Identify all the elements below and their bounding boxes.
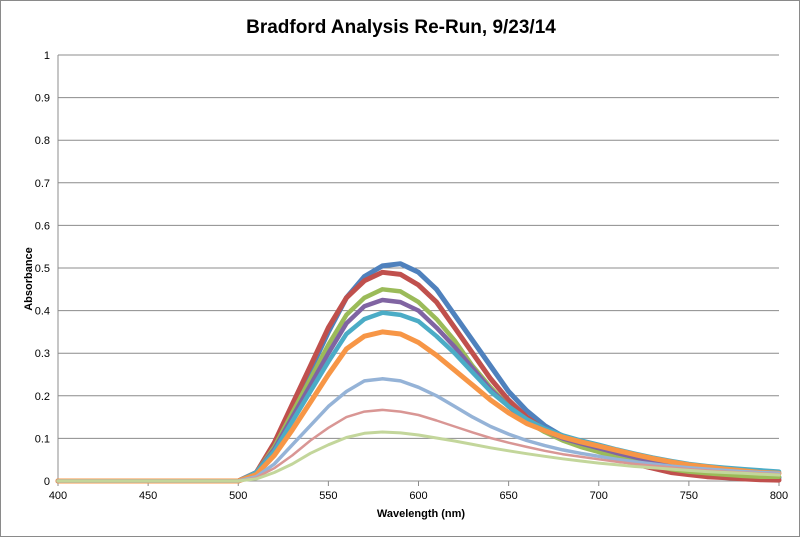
x-tick-label: 700 [590, 490, 608, 502]
y-tick-label: 0.6 [35, 220, 50, 232]
x-tick-label: 800 [770, 490, 788, 502]
y-tick-label: 0.3 [35, 348, 50, 360]
x-tick-label: 450 [139, 490, 157, 502]
series-line-4 [55, 297, 782, 484]
y-tick-label: 0.5 [35, 263, 50, 275]
series-line-6 [55, 329, 782, 484]
series-line-3 [55, 287, 782, 484]
x-tick-label: 750 [680, 490, 698, 502]
x-axis-label: Wavelength (nm) [376, 508, 466, 520]
y-tick-label: 0.4 [35, 306, 50, 318]
y-tick-label: 0.2 [35, 391, 50, 403]
x-tick-label: 550 [319, 490, 337, 502]
series-line-9 [56, 430, 781, 483]
chart-title: Bradford Analysis Re-Run, 9/23/14 [246, 17, 556, 38]
y-tick-label: 0.9 [35, 93, 50, 105]
series-line-1 [55, 261, 782, 484]
y-tick-label: 0 [44, 476, 50, 488]
series-line-5 [55, 310, 782, 484]
x-tick-label: 650 [499, 490, 517, 502]
y-tick-label: 0.8 [35, 135, 50, 147]
x-tick-label: 500 [229, 490, 247, 502]
y-tick-label: 0.1 [35, 433, 50, 445]
y-tick-label: 1 [44, 50, 50, 62]
y-tick-label: 0.7 [35, 178, 50, 190]
x-tick-label: 600 [409, 490, 427, 502]
series-line-7 [56, 377, 781, 483]
x-tick-label: 400 [49, 490, 67, 502]
